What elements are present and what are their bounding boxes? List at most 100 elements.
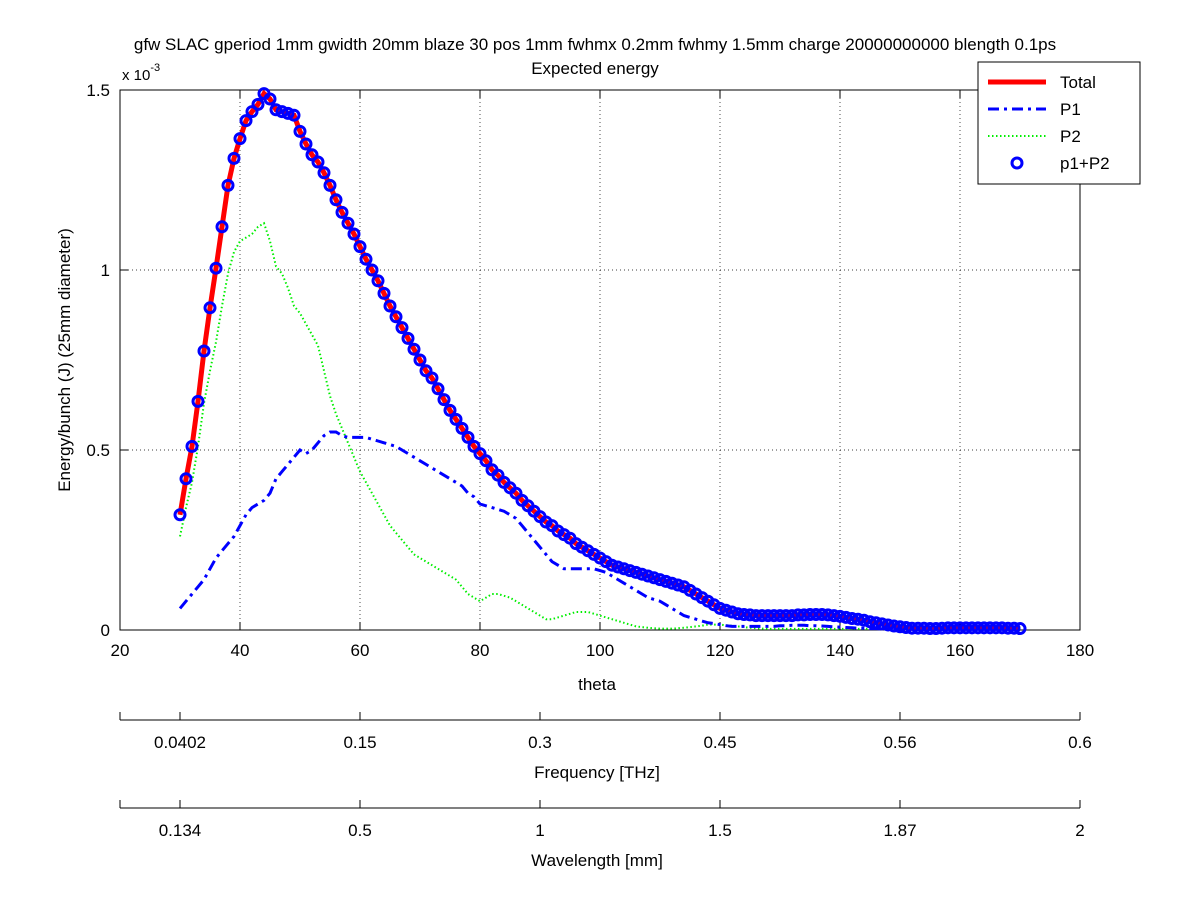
series-sum-marker [713,601,727,615]
series-sum-marker [989,621,1003,635]
series-sum-marker [221,178,235,192]
secondary-axis-tick-label: 0.45 [703,733,736,752]
series-sum-marker [425,371,439,385]
series-sum-marker [353,240,367,254]
series-sum-marker [755,609,769,623]
series-sum-marker [797,608,811,622]
series-sum-marker [863,615,877,629]
series-sum-marker [941,621,955,635]
y-tick-label: 0.5 [86,441,110,460]
x-tick-label: 100 [586,641,614,660]
secondary-axis-tick-label: 1.87 [883,821,916,840]
legend-label: P1 [1060,100,1081,119]
series-sum-marker [719,603,733,617]
series-sum-marker [659,574,673,588]
secondary-axis-tick-label: 0.5 [348,821,372,840]
secondary-axis-tick-label: 0.134 [159,821,202,840]
x-tick-label: 160 [946,641,974,660]
series-sum-marker [911,621,925,635]
series-sum-marker [413,353,427,367]
series-sum-marker [197,344,211,358]
series-sum-marker [881,618,895,632]
series-sum-marker [821,608,835,622]
series-sum-marker [953,621,967,635]
series-sum-marker [947,621,961,635]
series-sum-marker [389,310,403,324]
series-sum-marker [287,108,301,122]
series-sum-marker [929,622,943,636]
x-tick-label: 120 [706,641,734,660]
secondary-axis-label: Frequency [THz] [534,763,660,782]
series-sum-marker [203,301,217,315]
series-sum-marker [311,155,325,169]
series-sum-marker [191,394,205,408]
legend-label: p1+P2 [1060,154,1110,173]
series-sum-marker [323,178,337,192]
series-sum-marker [299,137,313,151]
series-sum-marker [761,609,775,623]
series-sum-marker [923,622,937,636]
series-sum-marker [623,564,637,578]
secondary-axis-tick-label: 2 [1075,821,1084,840]
series-sum-marker [809,608,823,622]
series-sum-marker [455,421,469,435]
series-sum-marker [935,621,949,635]
y-multiplier-exponent: -3 [150,62,160,74]
series-sum-marker [239,114,253,128]
chart-title: gfw SLAC gperiod 1mm gwidth 20mm blaze 3… [134,35,1056,54]
series-sum-marker [461,430,475,444]
series-sum-marker [779,609,793,623]
series-sum-marker [749,609,763,623]
series-sum-marker [359,252,373,266]
x-tick-label: 40 [231,641,250,660]
legend: Total P1 P2 p1+P2 [977,61,1141,185]
secondary-axis-tick-label: 0.56 [883,733,916,752]
series-sum-marker [845,611,859,625]
series-sum-marker [857,613,871,627]
series-sum-marker [971,621,985,635]
y-tick-label: 1.5 [86,81,110,100]
series-sum-marker [983,621,997,635]
series-sum-marker [893,620,907,634]
secondary-axis-tick-label: 0.6 [1068,733,1092,752]
series-sum-marker [965,621,979,635]
series-sum-marker [671,578,685,592]
series-sum-marker [395,321,409,335]
secondary-axis-tick-label: 0.15 [343,733,376,752]
series-sum-marker [635,567,649,581]
series-sum-marker [449,412,463,426]
plot-area: 20 40 60 80 100 120 140 160 180 0 0.5 1 1.5 [86,81,1094,660]
x-tick-label: 80 [471,641,490,660]
series-sum-marker [401,331,415,345]
series-sum-marker [1007,621,1021,635]
series-sum-marker [617,562,631,576]
plot-background [120,90,1080,630]
series-sum-marker [767,609,781,623]
series-sum-marker [905,621,919,635]
series-sum-marker [407,342,421,356]
series-sum-marker [899,620,913,634]
series-sum-marker [815,608,829,622]
series-sum-marker [437,393,451,407]
y-multiplier-label: x 10-3 [122,62,160,84]
series-sum-marker [185,439,199,453]
series-sum-marker [743,608,757,622]
series-sum-marker [227,151,241,165]
x-tick-label: 180 [1066,641,1094,660]
series-sum-marker [365,263,379,277]
y-multiplier-base: x 10 [122,67,150,84]
series-sum-marker [275,105,289,119]
series-sum-marker [887,619,901,633]
series-sum-marker [281,106,295,120]
series-sum-marker [173,508,187,522]
series-group [173,87,1027,636]
series-sum-marker [269,103,283,117]
series-sum-marker [179,472,193,486]
series-sum-marker [629,565,643,579]
series-sum-marker [377,286,391,300]
series-sum-marker [647,571,661,585]
series-sum-marker [851,612,865,626]
chart-subtitle: Expected energy [531,59,659,78]
legend-label: Total [1060,73,1096,92]
series-sum-marker [959,621,973,635]
